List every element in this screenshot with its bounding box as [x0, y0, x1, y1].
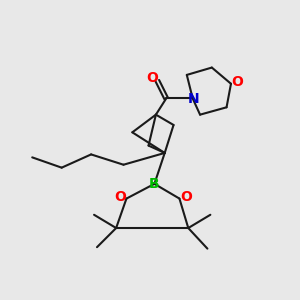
Text: O: O — [114, 190, 126, 204]
Text: O: O — [232, 75, 243, 89]
Text: O: O — [180, 190, 192, 204]
Text: B: B — [149, 177, 160, 191]
Text: O: O — [146, 71, 158, 85]
Text: N: N — [188, 92, 199, 106]
